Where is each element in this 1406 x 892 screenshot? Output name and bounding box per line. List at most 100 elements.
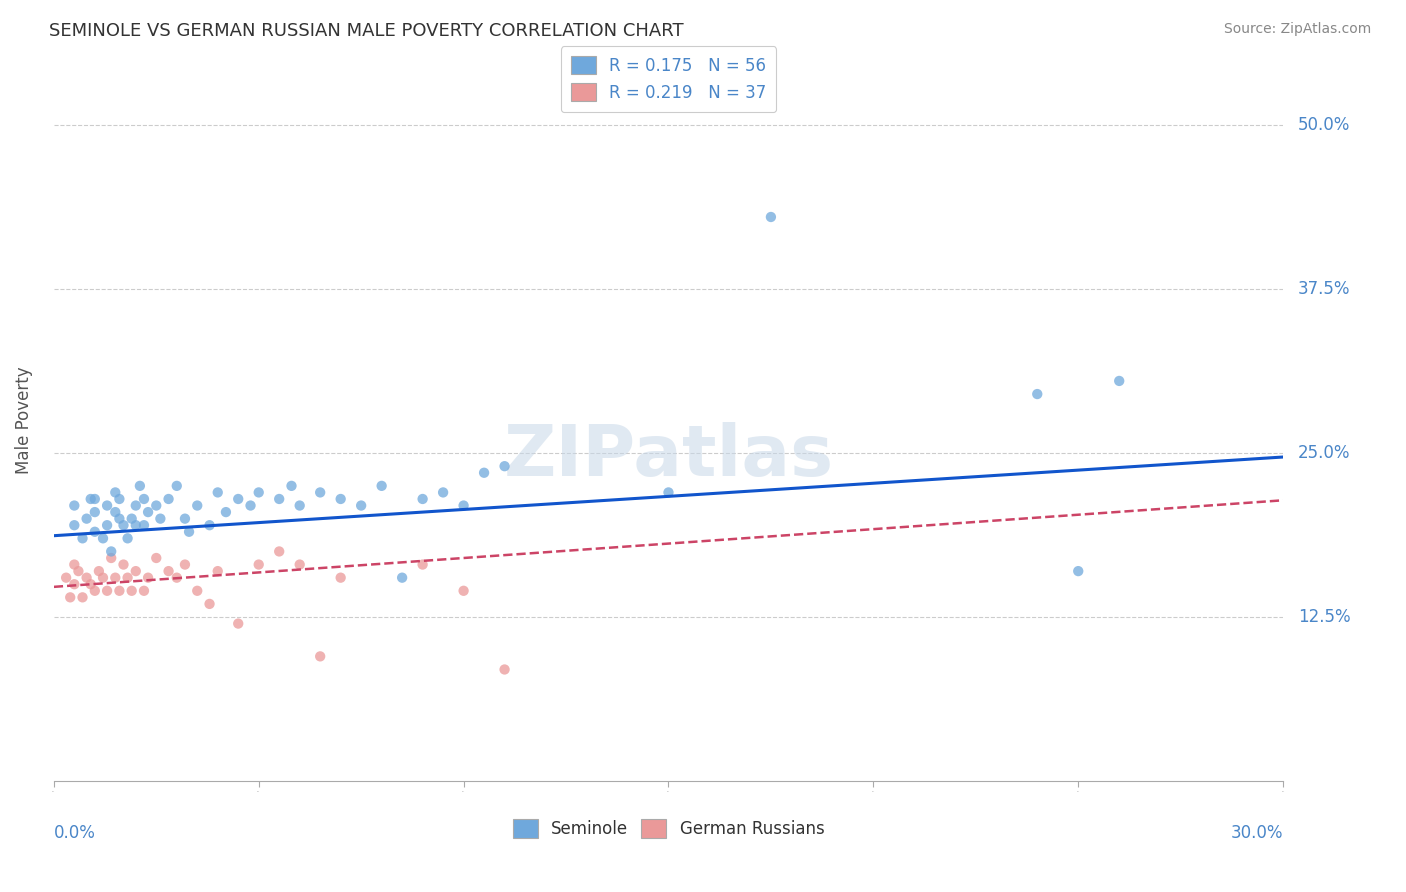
Point bbox=[136, 571, 159, 585]
Point bbox=[391, 571, 413, 585]
Point bbox=[83, 524, 105, 539]
Point bbox=[269, 544, 291, 558]
Point bbox=[207, 564, 229, 578]
Point bbox=[63, 518, 86, 533]
Text: 12.5%: 12.5% bbox=[1298, 608, 1351, 626]
Point bbox=[412, 491, 434, 506]
Point bbox=[112, 518, 135, 533]
Point bbox=[96, 499, 118, 513]
Point bbox=[125, 564, 148, 578]
Point bbox=[215, 505, 238, 519]
Point bbox=[370, 479, 392, 493]
Point bbox=[108, 491, 131, 506]
Point bbox=[288, 558, 311, 572]
Point bbox=[247, 558, 270, 572]
Point bbox=[67, 564, 90, 578]
Point bbox=[132, 518, 155, 533]
Point bbox=[108, 583, 131, 598]
Text: 37.5%: 37.5% bbox=[1298, 280, 1350, 298]
Text: Source: ZipAtlas.com: Source: ZipAtlas.com bbox=[1223, 22, 1371, 37]
Point bbox=[269, 491, 291, 506]
Point bbox=[1108, 374, 1130, 388]
Text: 50.0%: 50.0% bbox=[1298, 116, 1350, 134]
Point bbox=[125, 518, 148, 533]
Point bbox=[104, 571, 127, 585]
Point bbox=[174, 558, 197, 572]
Point bbox=[83, 583, 105, 598]
Point bbox=[145, 551, 167, 566]
Point bbox=[76, 511, 98, 525]
Point bbox=[108, 511, 131, 525]
Point bbox=[96, 518, 118, 533]
Point bbox=[198, 518, 221, 533]
Point bbox=[76, 571, 98, 585]
Point bbox=[63, 499, 86, 513]
Point bbox=[104, 485, 127, 500]
Y-axis label: Male Poverty: Male Poverty bbox=[15, 367, 32, 474]
Point bbox=[125, 499, 148, 513]
Point bbox=[72, 591, 94, 605]
Point bbox=[494, 459, 516, 474]
Point bbox=[186, 583, 208, 598]
Point bbox=[100, 551, 122, 566]
Point bbox=[145, 499, 167, 513]
Point bbox=[87, 564, 110, 578]
Point bbox=[91, 571, 114, 585]
Point bbox=[63, 577, 86, 591]
Point bbox=[309, 485, 332, 500]
Point bbox=[83, 505, 105, 519]
Point bbox=[472, 466, 495, 480]
Point bbox=[166, 571, 188, 585]
Point bbox=[309, 649, 332, 664]
Point bbox=[132, 491, 155, 506]
Point bbox=[494, 663, 516, 677]
Point bbox=[759, 210, 782, 224]
Point bbox=[453, 499, 475, 513]
Point bbox=[112, 558, 135, 572]
Point bbox=[100, 544, 122, 558]
Point bbox=[247, 485, 270, 500]
Point bbox=[121, 583, 143, 598]
Point bbox=[453, 583, 475, 598]
Point bbox=[226, 491, 249, 506]
Point bbox=[329, 491, 352, 506]
Point bbox=[132, 583, 155, 598]
Point bbox=[117, 571, 139, 585]
Point bbox=[174, 511, 197, 525]
Point bbox=[280, 479, 302, 493]
Point bbox=[80, 577, 103, 591]
Point bbox=[128, 479, 150, 493]
Point bbox=[288, 499, 311, 513]
Text: 0.0%: 0.0% bbox=[53, 824, 96, 842]
Point bbox=[72, 532, 94, 546]
Point bbox=[157, 564, 180, 578]
Point bbox=[55, 571, 77, 585]
Point bbox=[1067, 564, 1090, 578]
Point bbox=[80, 491, 103, 506]
Point bbox=[198, 597, 221, 611]
Point bbox=[226, 616, 249, 631]
Point bbox=[432, 485, 454, 500]
Point bbox=[657, 485, 679, 500]
Point bbox=[329, 571, 352, 585]
Point bbox=[350, 499, 373, 513]
Text: 30.0%: 30.0% bbox=[1230, 824, 1284, 842]
Point bbox=[157, 491, 180, 506]
Text: SEMINOLE VS GERMAN RUSSIAN MALE POVERTY CORRELATION CHART: SEMINOLE VS GERMAN RUSSIAN MALE POVERTY … bbox=[49, 22, 683, 40]
Point bbox=[104, 505, 127, 519]
Point bbox=[63, 558, 86, 572]
Text: 25.0%: 25.0% bbox=[1298, 444, 1350, 462]
Point bbox=[136, 505, 159, 519]
Point bbox=[412, 558, 434, 572]
Point bbox=[239, 499, 262, 513]
Point bbox=[91, 532, 114, 546]
Point bbox=[83, 491, 105, 506]
Point bbox=[117, 532, 139, 546]
Legend: Seminole, German Russians: Seminole, German Russians bbox=[506, 813, 831, 845]
Point bbox=[96, 583, 118, 598]
Text: ZIPatlas: ZIPatlas bbox=[503, 422, 834, 491]
Point bbox=[177, 524, 200, 539]
Point bbox=[121, 511, 143, 525]
Point bbox=[1026, 387, 1049, 401]
Point bbox=[166, 479, 188, 493]
